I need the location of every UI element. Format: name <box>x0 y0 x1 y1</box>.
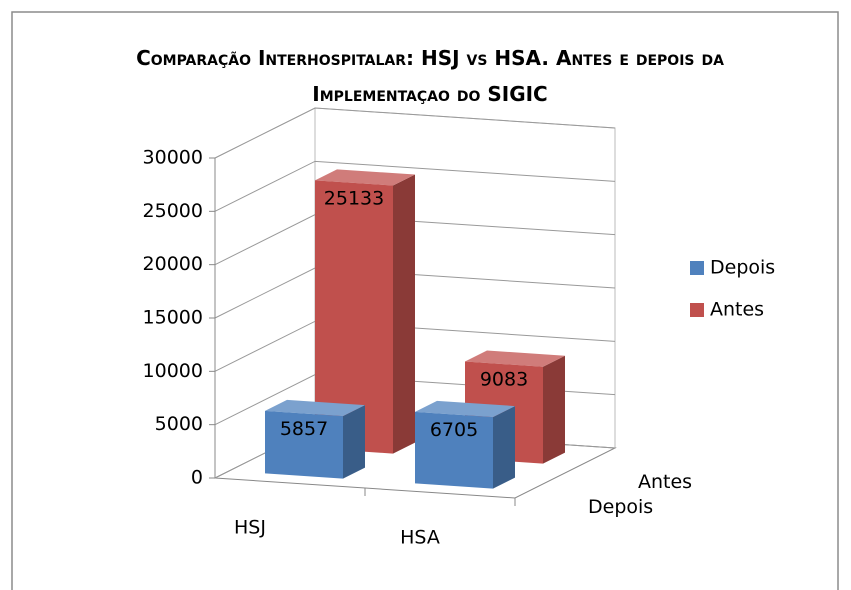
y-tick-label: 25000 <box>143 200 203 222</box>
bar-top <box>315 169 415 186</box>
grid-line <box>214 160 616 212</box>
depth-tick-label: Depois <box>588 496 653 518</box>
y-tick-label: 0 <box>191 467 203 489</box>
bar <box>265 399 365 479</box>
data-label: 5857 <box>280 418 328 440</box>
y-tick-label: 15000 <box>143 307 203 329</box>
grid-line <box>214 107 616 159</box>
legend-swatch <box>690 261 704 275</box>
y-tick-label: 10000 <box>143 360 203 382</box>
legend-swatch <box>690 303 704 317</box>
data-label: 9083 <box>480 369 528 391</box>
bar-front <box>415 411 493 489</box>
y-tick-label: 20000 <box>143 253 203 275</box>
legend-label: Depois <box>710 257 775 279</box>
bar <box>415 400 515 489</box>
bar-top <box>415 400 515 418</box>
y-tick-label: 5000 <box>155 413 203 435</box>
bar-side <box>393 174 415 454</box>
y-tick-label: 30000 <box>143 147 203 169</box>
bar <box>315 169 415 454</box>
chart-title: Comparação Interhospitalar: HSJ vs HSA. … <box>136 46 724 106</box>
chart-frame <box>11 11 839 590</box>
bar-top <box>465 350 565 367</box>
data-label: 6705 <box>430 419 478 441</box>
x-tick-label: HSA <box>400 527 440 549</box>
legend-label: Antes <box>710 299 764 321</box>
bar-side <box>493 406 515 489</box>
bar-front <box>265 410 343 479</box>
bar-top <box>265 399 365 417</box>
depth-tick-label: Antes <box>638 471 692 493</box>
data-label: 25133 <box>324 187 384 209</box>
bar-side <box>343 405 365 479</box>
bar-front <box>315 180 393 454</box>
bar-side <box>543 355 565 464</box>
x-tick-label: HSJ <box>234 517 266 539</box>
